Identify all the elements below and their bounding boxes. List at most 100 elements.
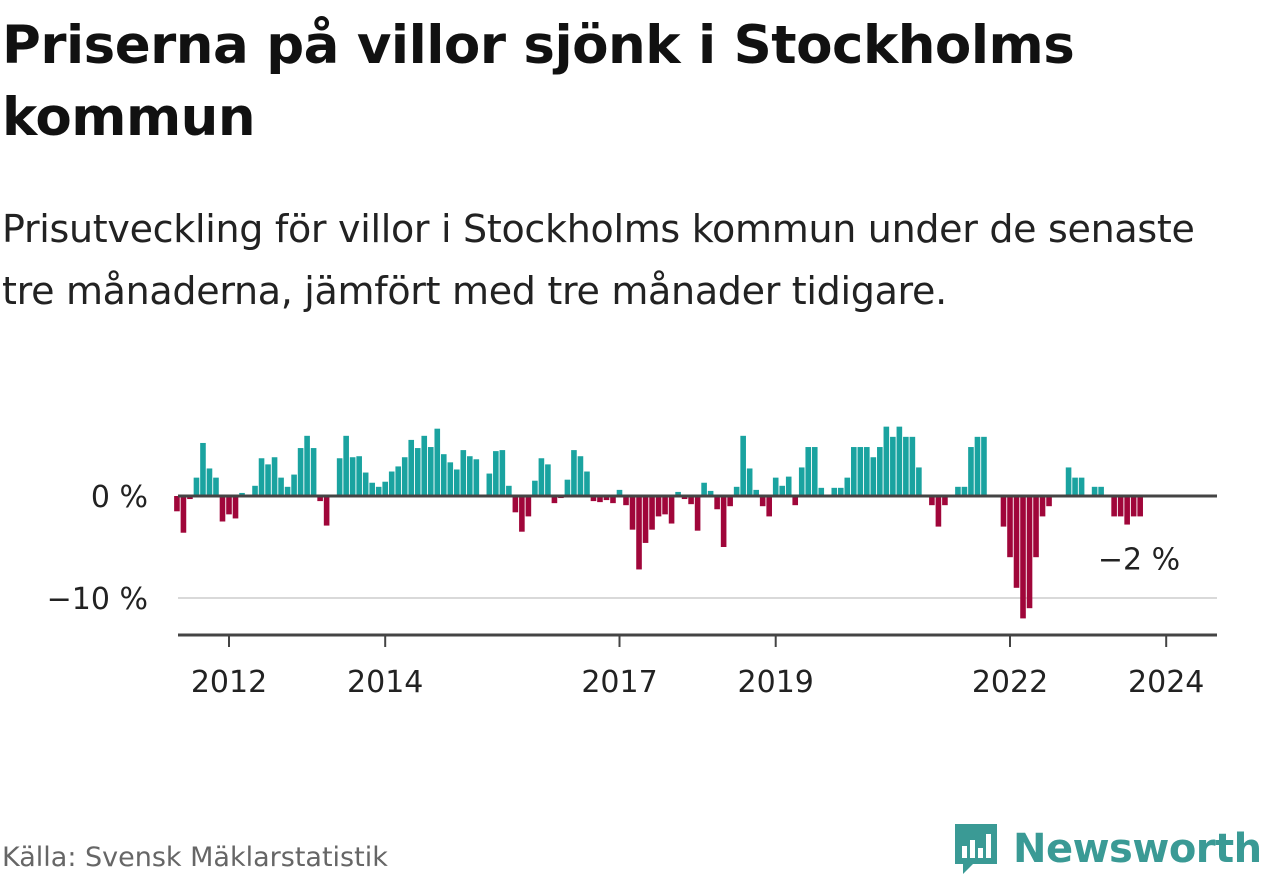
bar [1013,496,1020,588]
bar [271,457,278,496]
bar [766,496,772,517]
bar [584,471,590,496]
bar [577,456,584,496]
bar [675,491,681,496]
bar [772,477,779,496]
bar [896,426,903,496]
bar [440,454,447,496]
bar [955,486,961,496]
bar-series [174,426,1143,619]
bar [623,496,629,506]
bar [714,496,720,510]
bar [1098,486,1104,496]
bar [226,496,232,515]
bar [1065,467,1072,496]
bar [1033,496,1039,558]
bar [909,436,916,496]
last-value-label: −2 % [1098,542,1180,577]
bar [837,487,844,496]
bar [903,436,909,496]
newsworthy-logo[interactable]: Newsworthy [951,820,1262,878]
bar [304,435,310,496]
page-title: Priserna på villor sjönk i Stockholms ko… [2,15,1075,148]
bar [427,447,434,496]
bar [890,436,896,496]
bar [811,447,818,496]
bar [388,471,395,496]
bar [720,496,727,547]
bar [1130,496,1137,517]
bar [187,496,193,500]
bar [375,486,382,496]
bar [792,496,799,506]
bar [1046,496,1052,507]
x-tick-label: 2024 [1128,665,1204,700]
bar [323,496,330,526]
bar [942,496,948,506]
bar [851,447,857,496]
bar [929,496,935,506]
bar [1124,496,1130,525]
x-tick-label: 2017 [581,665,657,700]
chart-subtitle: Prisutveckling för villor i Stockholms k… [2,207,1195,313]
bar [688,496,694,505]
bar [1111,496,1117,517]
bar [362,472,369,496]
bar [961,486,968,496]
bar [1137,496,1143,517]
x-tick-label: 2012 [191,665,267,700]
bar [414,448,421,496]
bar [870,457,877,496]
bar [447,462,454,496]
bar [421,435,428,496]
bar [636,496,642,570]
bar [369,482,375,496]
bar [291,474,297,496]
bar [668,496,675,524]
bar [512,496,519,513]
bar [1026,496,1033,609]
bar [968,447,974,496]
bar [356,456,362,496]
bar [545,464,551,496]
bar [193,477,200,496]
bar [916,467,922,496]
y-tick-label: −10 % [47,582,148,617]
bar [317,496,323,502]
bar [525,496,532,517]
bar [395,466,402,496]
bar [174,496,180,512]
bar [805,447,812,496]
bar [649,496,655,530]
bar [1072,477,1078,496]
bar [610,496,616,504]
brand-name: Newsworthy [1013,826,1262,872]
source-note: Källa: Svensk Mäklarstatistik [2,842,388,873]
bar [779,485,786,496]
bar [935,496,942,527]
bar [532,480,538,496]
bar [284,486,291,496]
x-tick-label: 2019 [738,665,814,700]
bar [467,456,473,496]
bar [831,487,838,496]
bar [707,490,714,496]
bar [1078,477,1085,496]
bar [343,435,349,496]
bar [564,479,571,496]
bar [486,473,493,496]
bar [239,492,245,496]
bar [785,476,792,496]
bar [798,467,805,496]
bar [278,477,284,496]
bar [336,458,343,496]
bar [538,458,545,496]
bar [857,447,864,496]
bar [219,496,226,522]
bar [408,439,415,496]
y-tick-label: 0 % [91,480,148,515]
bar [232,496,239,519]
bar [740,435,746,496]
bar [655,496,662,517]
bar [453,469,460,496]
